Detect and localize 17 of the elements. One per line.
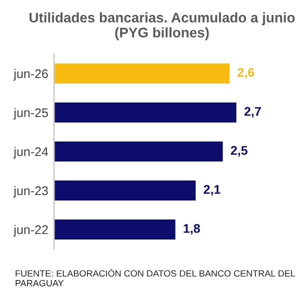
bar bbox=[54, 62, 231, 85]
data-label: 2,6 bbox=[238, 68, 254, 79]
y-tick-label: jun-24 bbox=[13, 146, 48, 159]
y-tick-label: jun-26 bbox=[13, 68, 48, 81]
y-tick-label: jun-22 bbox=[13, 224, 48, 237]
data-label: 1,8 bbox=[184, 224, 200, 235]
data-label: 2,5 bbox=[230, 146, 248, 157]
source-note: FUENTE: ELABORACIÓN CON DATOS DEL BANCO CENTRAL DEL PARAGUAY bbox=[16, 268, 296, 286]
chart-title: Utilidades bancarias. Acumulado a junio (PYG billones) bbox=[30, 12, 295, 40]
y-tick-label: jun-25 bbox=[13, 108, 48, 120]
bar bbox=[54, 218, 177, 241]
data-label: 2,1 bbox=[204, 185, 220, 196]
bar bbox=[54, 101, 238, 124]
data-label: 2,7 bbox=[244, 107, 261, 118]
y-tick-label: jun-23 bbox=[13, 186, 48, 198]
bar bbox=[54, 140, 224, 163]
bar bbox=[54, 179, 198, 202]
